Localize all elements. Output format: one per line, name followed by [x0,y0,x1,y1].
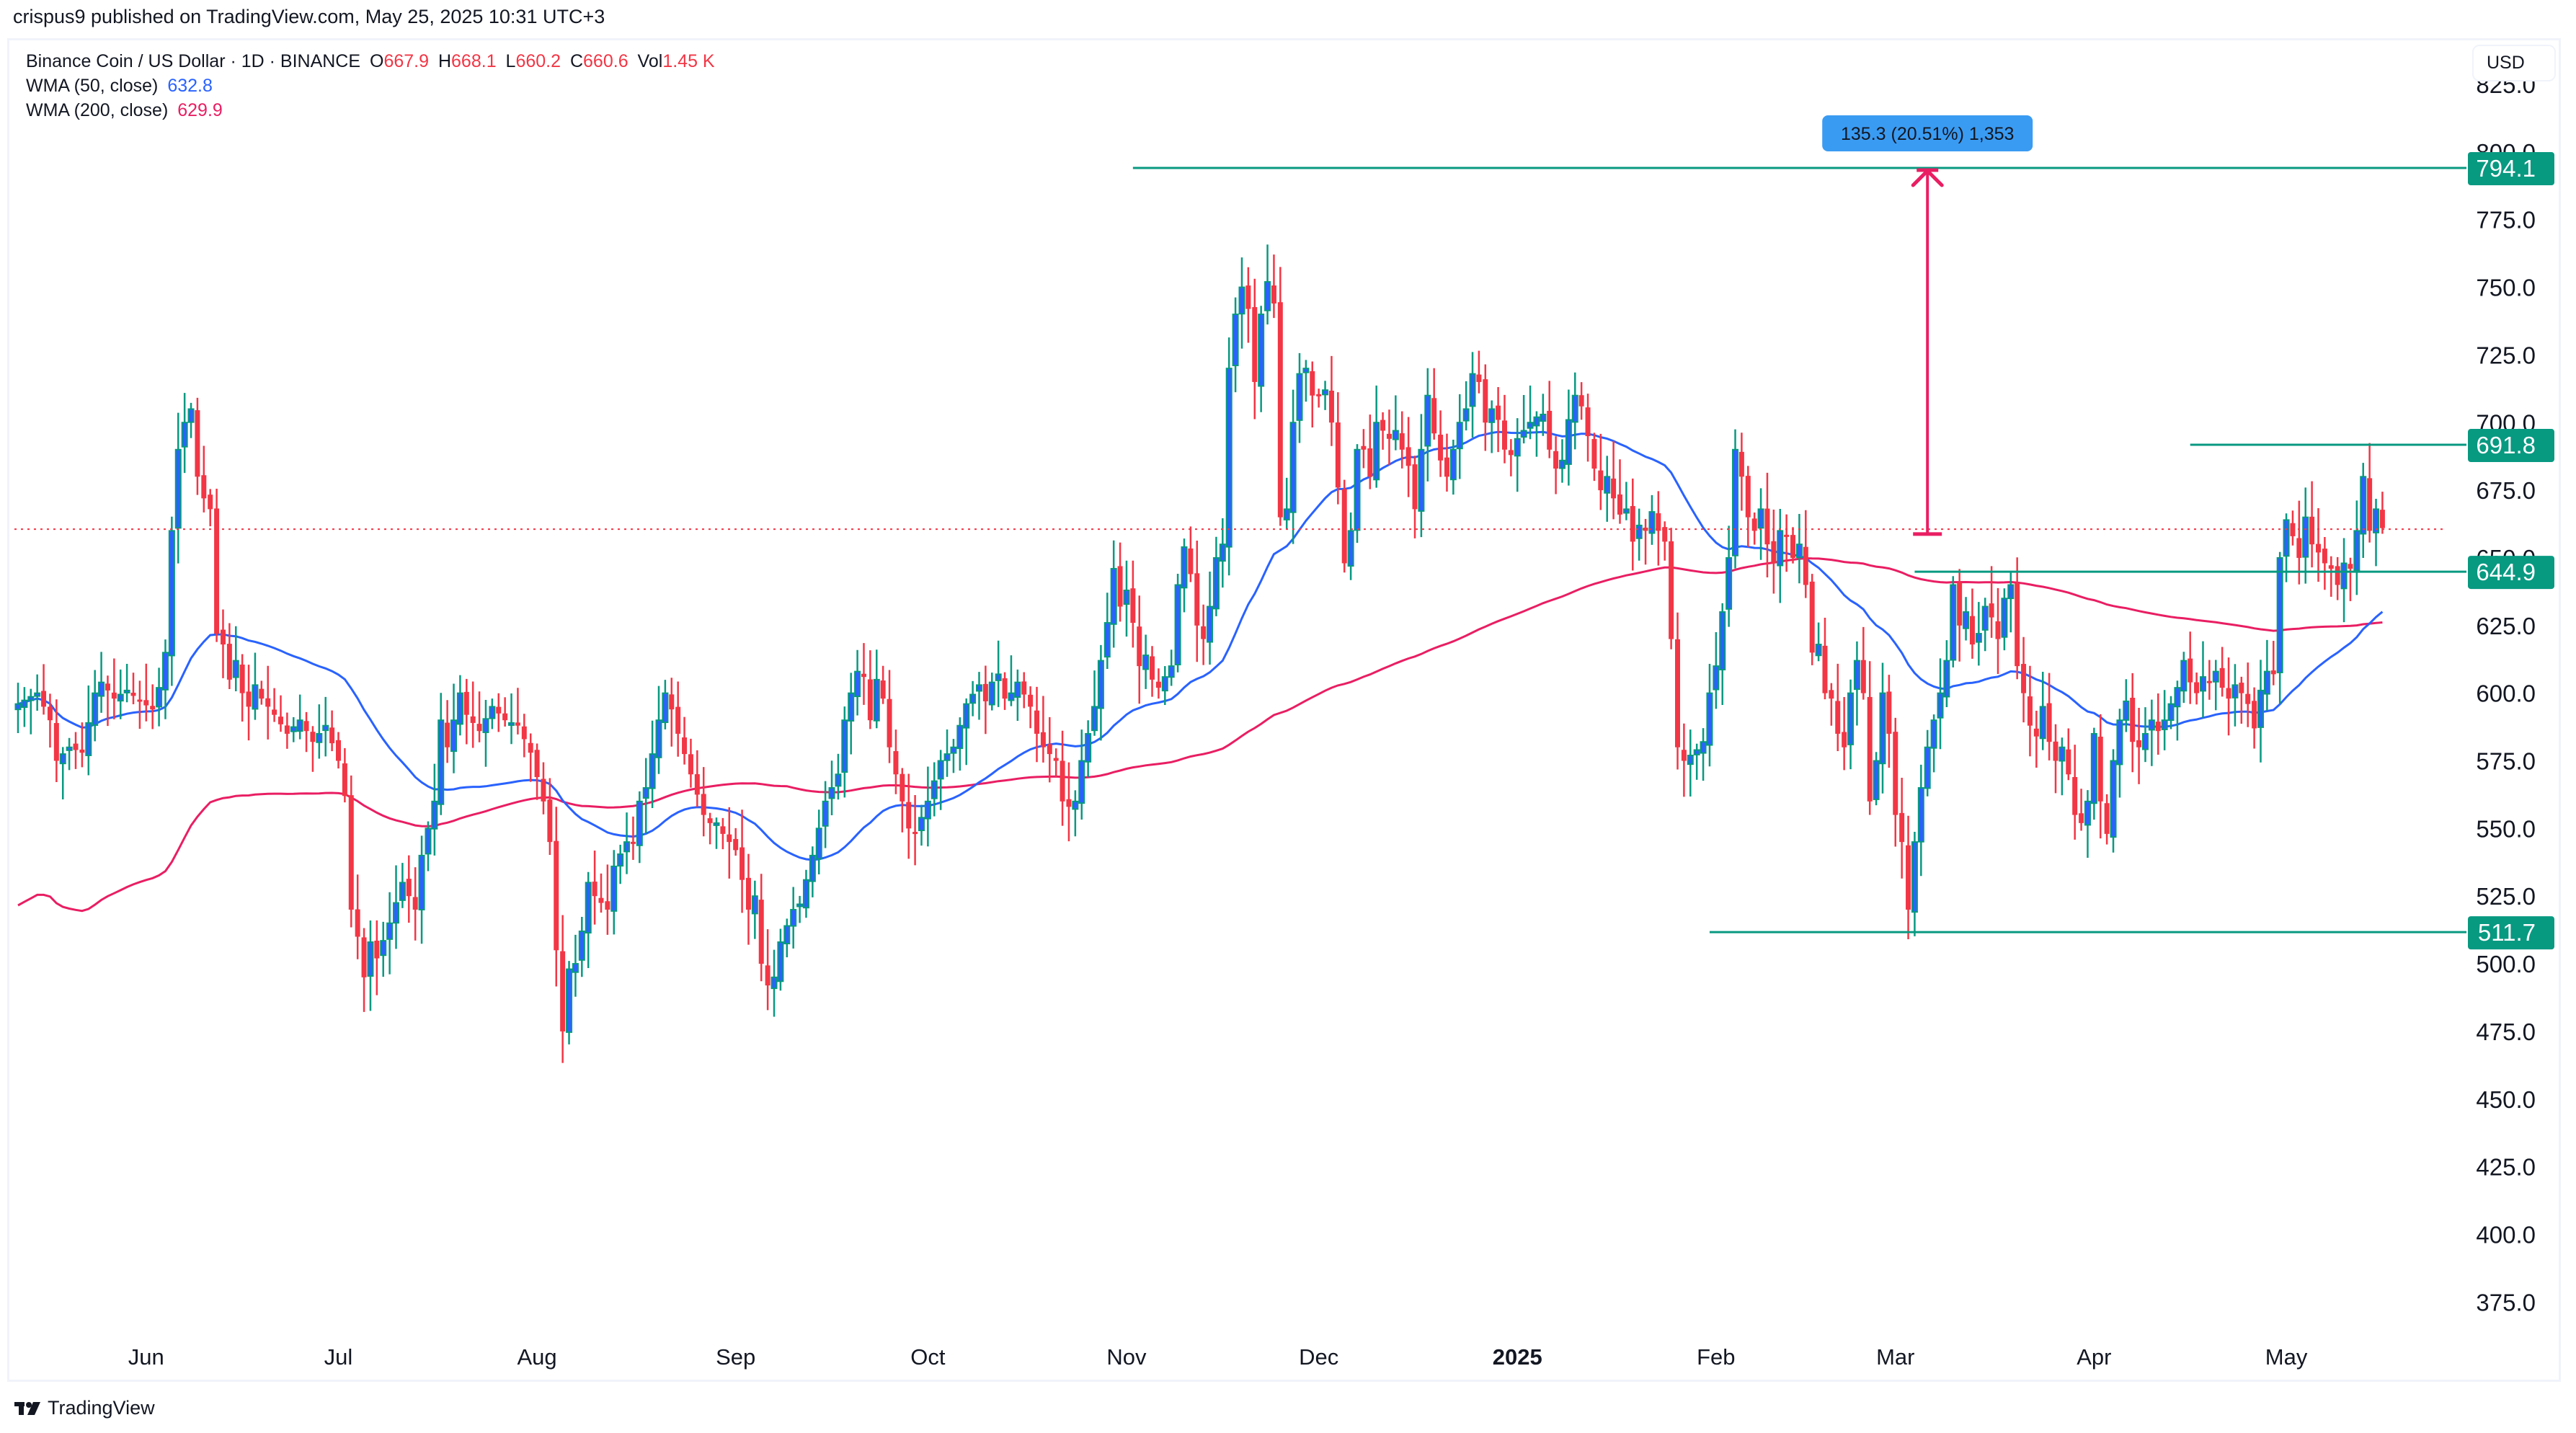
wma50-value: 632.8 [167,76,213,96]
tradingview-logo-icon [14,1401,40,1415]
footer-brand-text: TradingView [48,1397,155,1419]
wma200-value: 629.9 [177,100,223,120]
price-tick-label: 750.0 [2476,275,2536,301]
horizontal-levels[interactable]: 794.1 691.8 644.9 511.7 [1132,152,2554,950]
chart-legend: Binance Coin / US Dollar · 1D · BINANCE … [26,49,719,123]
price-tick-label: 475.0 [2476,1019,2536,1045]
price-tick-label: 600.0 [2476,680,2536,707]
price-axis[interactable]: 825.0800.0775.0750.0725.0700.0675.0650.0… [2476,71,2536,1316]
time-tick-label: Dec [1299,1344,1338,1370]
level-badge-text: 691.8 [2476,432,2536,458]
price-tick-label: 775.0 [2476,207,2536,234]
currency-button[interactable]: USD [2472,45,2556,81]
time-tick-label: May [2265,1344,2308,1370]
price-tick-label: 725.0 [2476,342,2536,368]
price-range-measure[interactable]: 135.3 (20.51%) 1,353 [1822,115,2033,536]
time-tick-label: Feb [1697,1344,1735,1370]
ohlc-high: H668.1 [438,51,497,71]
time-tick-label: Sep [716,1344,755,1370]
measure-label-text: 135.3 (20.51%) 1,353 [1841,124,2014,144]
ohlc-open: O667.9 [370,51,430,71]
candlestick-series [14,244,2385,1063]
price-tick-label: 400.0 [2476,1221,2536,1248]
time-tick-label: Nov [1106,1344,1147,1370]
wma50-line [17,430,2384,861]
price-tick-label: 575.0 [2476,748,2536,775]
symbol-name: Binance Coin / US Dollar · 1D · BINANCE [26,51,361,71]
price-tick-label: 550.0 [2476,815,2536,842]
time-tick-label: Aug [518,1344,557,1370]
time-tick-label: Jun [128,1344,164,1370]
level-badge [2468,556,2554,590]
price-tick-label: 450.0 [2476,1086,2536,1113]
volume: Vol1.45 K [637,51,715,71]
wma50-legend[interactable]: WMA (50, close) 632.8 [26,74,719,98]
ohlc-low: L660.2 [505,51,561,71]
wma200-line [17,556,2383,913]
measure-label-box [1822,115,2033,151]
price-tick-label: 525.0 [2476,883,2536,910]
symbol-row: Binance Coin / US Dollar · 1D · BINANCE … [26,49,719,74]
price-tick-label: 425.0 [2476,1154,2536,1181]
time-tick-label: Apr [2077,1344,2111,1370]
wma200-legend[interactable]: WMA (200, close) 629.9 [26,98,719,123]
wma200-label: WMA (200, close) [26,100,169,120]
level-badge [2468,916,2554,950]
footer-branding[interactable]: TradingView [14,1397,155,1419]
time-axis[interactable]: Jun Jul Aug Sep Oct Nov Dec 2025 Feb Mar Apr May [128,1344,2308,1370]
wma50-label: WMA (50, close) [26,76,159,96]
level-badge [2468,429,2554,463]
price-tick-label: 500.0 [2476,951,2536,977]
level-badge-text: 511.7 [2478,919,2536,946]
chart-panel[interactable] [7,38,2561,1382]
price-tick-label: 625.0 [2476,613,2536,639]
time-tick-label: Jul [324,1344,353,1370]
price-tick-label: 375.0 [2476,1289,2536,1316]
time-tick-label: Mar [1876,1344,1914,1370]
level-badge [2468,152,2554,185]
time-tick-label: Oct [910,1344,946,1370]
level-badge-text: 794.1 [2476,155,2536,182]
time-tick-label: 2025 [1493,1344,1542,1370]
published-caption: crispus9 published on TradingView.com, M… [13,6,605,27]
ohlc-close: C660.6 [569,51,629,71]
price-tick-label: 675.0 [2476,477,2536,504]
level-badge-text: 644.9 [2476,559,2536,585]
